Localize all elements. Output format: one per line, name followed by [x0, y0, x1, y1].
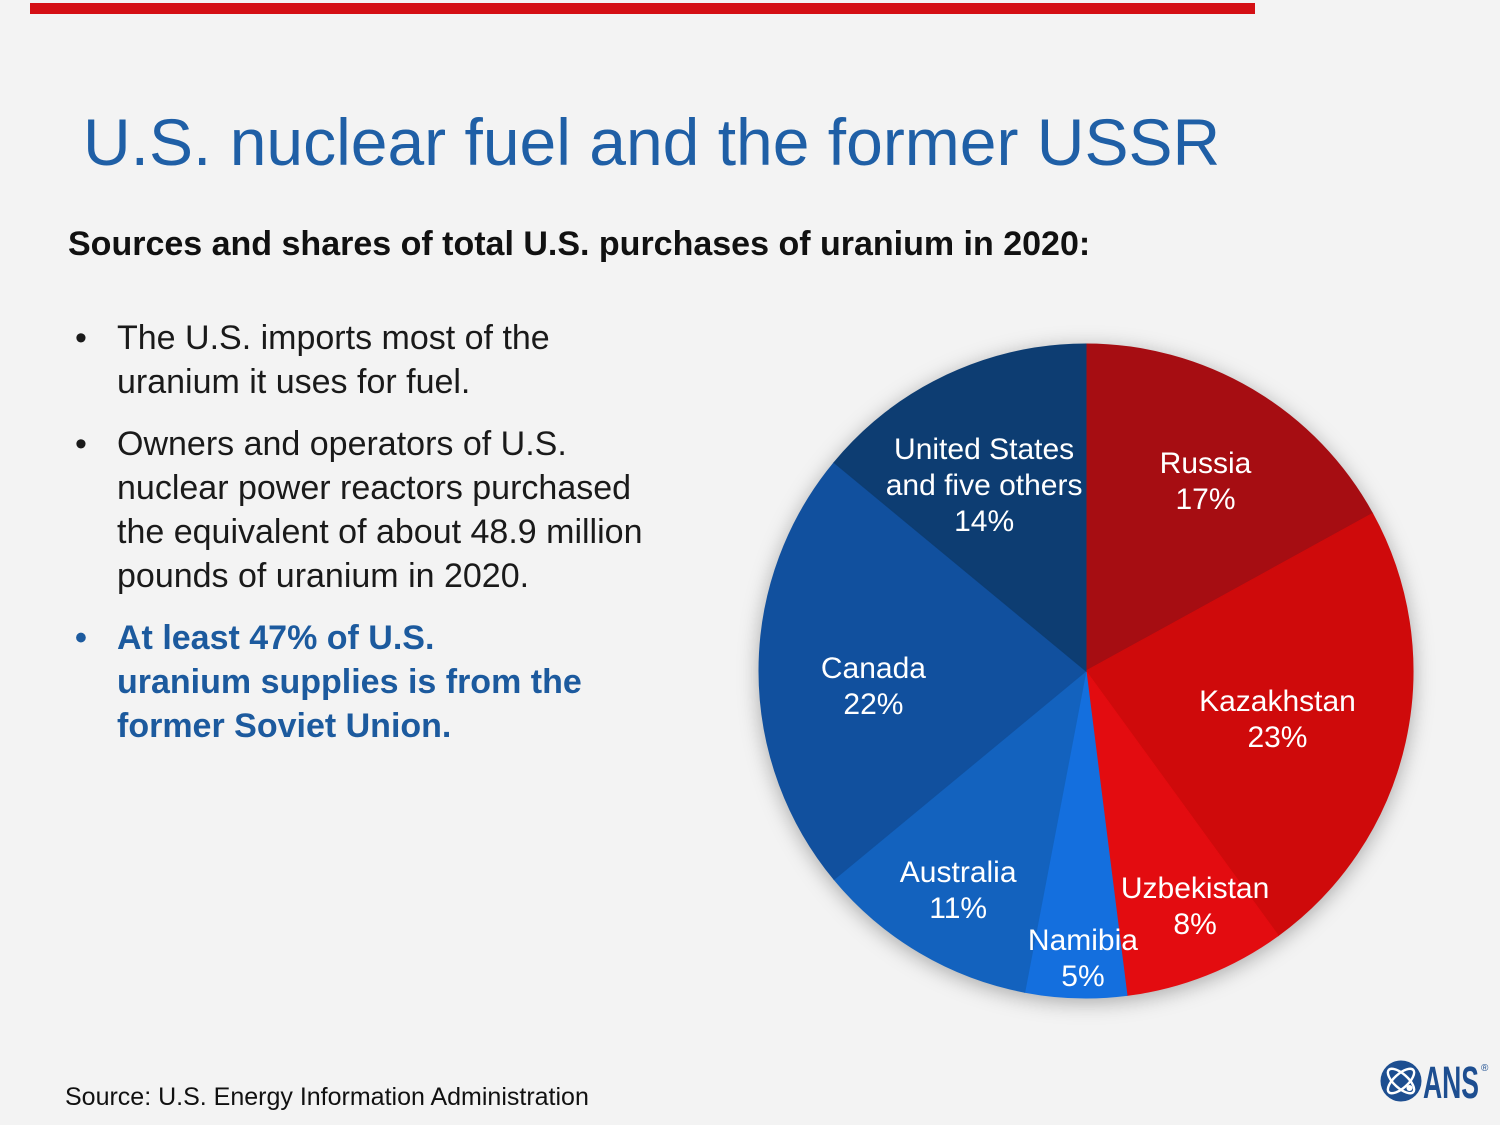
source-text: Source: U.S. Energy Information Administ… [65, 1083, 589, 1111]
chart-subtitle: Sources and shares of total U.S. purchas… [68, 225, 1091, 263]
pie-slice-australia [833, 669, 1087, 993]
pie-chart-svg [758, 343, 1414, 999]
pie-slice-label: Russia 17% [1159, 447, 1252, 517]
registered-mark: ® [1481, 1063, 1489, 1074]
bullet-item: • The U.S. imports most of the uranium it … [75, 316, 735, 404]
pie-slice-russia [1085, 343, 1374, 672]
pie-slice-label: Uzbekistan 8% [1120, 872, 1270, 942]
pie-slice-kazakhstan [1085, 512, 1414, 937]
bullet-item: • At least 47% of U.S. uranium supplies is… [75, 616, 735, 748]
bullet-marker: • [75, 619, 87, 657]
pie-slice-united-states-and-five-others [833, 343, 1087, 673]
bullet-text: At least 47% of U.S. uranium supplies is … [117, 619, 582, 745]
pie-slice-label: Kazakhstan 23% [1199, 684, 1356, 754]
pie-slice-label: Australia 11% [899, 855, 1017, 925]
uranium-pie-chart: Russia 17% Kazakhstan 23% Uzbekistan 8% Namibi… [739, 324, 1433, 1018]
pie-slice-canada [758, 461, 1087, 881]
pie-slice-uzbekistan [1085, 670, 1279, 996]
bullet-text: The U.S. imports most of the uranium it u… [117, 319, 550, 401]
ans-logo-text: ANS [1423, 1057, 1479, 1108]
pie-slice-label: Namibia 5% [1027, 923, 1138, 993]
bullet-item: • Owners and operators of U.S. nuclear pow… [75, 422, 735, 598]
ans-logo: ANS ® [1380, 1057, 1492, 1108]
page-title: U.S. nuclear fuel and the former USSR [83, 105, 1221, 179]
pie-slice-label: United States and five others 14% [885, 432, 1083, 538]
bullet-list: • The U.S. imports most of the uranium it … [75, 316, 735, 766]
pie-slice-label: Canada 22% [820, 652, 926, 721]
bullet-marker: • [75, 319, 87, 357]
bullet-marker: • [75, 425, 87, 463]
atom-icon: ANS ® [1380, 1057, 1489, 1108]
bullet-text: Owners and operators of U.S. nuclear powe… [117, 425, 643, 595]
top-accent-bar [30, 3, 1255, 14]
